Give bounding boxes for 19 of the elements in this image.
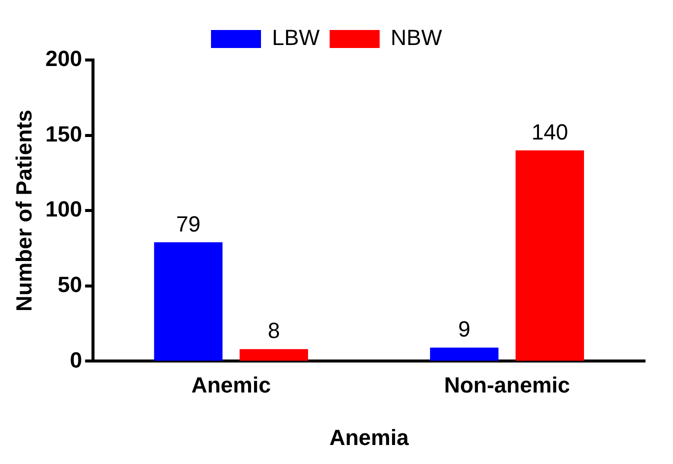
bar: [240, 349, 308, 361]
y-tick-label: 0: [70, 347, 82, 372]
legend-label: NBW: [390, 25, 442, 50]
x-tick-label: Non-anemic: [444, 372, 570, 398]
bar: [154, 242, 223, 361]
data-label: 9: [458, 316, 470, 342]
data-label: 8: [268, 318, 280, 344]
legend-label: LBW: [272, 25, 320, 50]
y-tick-label: 150: [45, 121, 82, 146]
y-tick-label: 50: [58, 272, 82, 297]
y-tick-label: 200: [45, 46, 82, 72]
y-tick-label: 100: [45, 196, 82, 222]
bar: [516, 150, 584, 361]
data-label: 79: [176, 211, 201, 236]
x-tick-label: Anemic: [191, 372, 271, 398]
x-axis-title: Anemia: [329, 424, 410, 450]
bar: [430, 348, 498, 361]
y-axis-title: Number of Patients: [11, 110, 36, 312]
data-label: 140: [531, 119, 568, 144]
